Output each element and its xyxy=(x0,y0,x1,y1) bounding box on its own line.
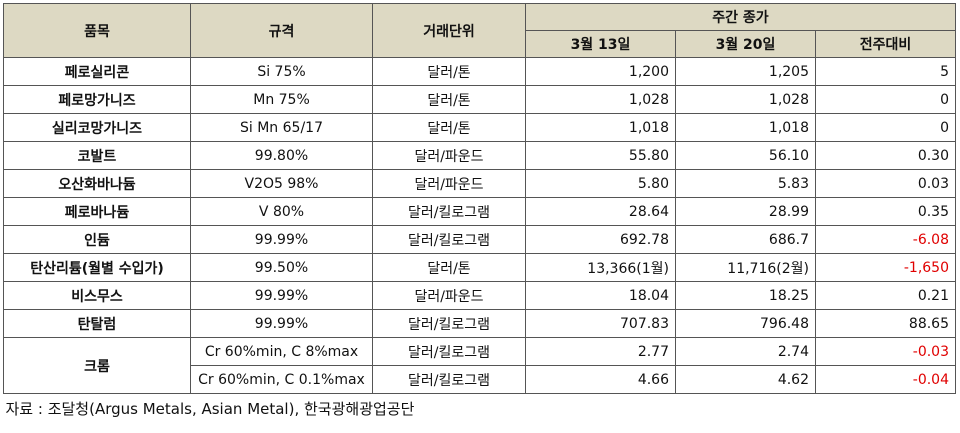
item-name: 실리코망가니즈 xyxy=(3,113,191,142)
price-date2: 18.25 xyxy=(675,281,816,310)
item-name: 탄탈럼 xyxy=(3,309,191,338)
price-date2: 2.74 xyxy=(675,337,816,366)
price-date2: 5.83 xyxy=(675,169,816,198)
price-date2: 11,716(2월) xyxy=(675,253,816,282)
price-date2: 1,205 xyxy=(675,57,816,86)
price-date1: 13,366(1월) xyxy=(525,253,676,282)
price-change: 0.30 xyxy=(815,141,956,170)
price-table: 품목 규격 거래단위 주간 종가 3월 13일 3월 20일 전주대비 페로실리… xyxy=(3,3,956,422)
item-unit: 달러/파운드 xyxy=(372,281,526,310)
item-spec: 99.99% xyxy=(190,309,373,338)
table-row: 페로망가니즈 Mn 75% 달러/톤 1,028 1,028 0 xyxy=(3,85,956,114)
item-unit: 달러/킬로그램 xyxy=(372,197,526,226)
item-spec: Si Mn 65/17 xyxy=(190,113,373,142)
item-name: 비스무스 xyxy=(3,281,191,310)
price-date1: 707.83 xyxy=(525,309,676,338)
item-unit: 달러/톤 xyxy=(372,85,526,114)
price-change: 0.03 xyxy=(815,169,956,198)
item-spec: Cr 60%min, C 8%max xyxy=(190,337,373,366)
table-row: 크롬 Cr 60%min, C 8%max 달러/킬로그램 2.77 2.74 -0.03 xyxy=(3,337,956,394)
item-unit: 달러/파운드 xyxy=(372,169,526,198)
price-date1: 55.80 xyxy=(525,141,676,170)
item-spec: Si 75% xyxy=(190,57,373,86)
price-date1: 692.78 xyxy=(525,225,676,254)
item-unit: 달러/톤 xyxy=(372,57,526,86)
item-unit: 달러/톤 xyxy=(372,253,526,282)
item-unit: 달러/킬로그램 xyxy=(372,225,526,254)
table-row: 오산화바나듐 V2O5 98% 달러/파운드 5.80 5.83 0.03 xyxy=(3,169,956,198)
item-spec: V2O5 98% xyxy=(190,169,373,198)
price-date1: 1,018 xyxy=(525,113,676,142)
header-item: 품목 xyxy=(3,3,191,58)
item-spec: Mn 75% xyxy=(190,85,373,114)
price-change: 0 xyxy=(815,85,956,114)
price-date2: 1,028 xyxy=(675,85,816,114)
header-weekly-close: 주간 종가 xyxy=(525,3,956,31)
table-row: 실리코망가니즈 Si Mn 65/17 달러/톤 1,018 1,018 0 xyxy=(3,113,956,142)
table-row: 탄탈럼 99.99% 달러/킬로그램 707.83 796.48 88.65 xyxy=(3,309,956,338)
item-spec: 99.99% xyxy=(190,281,373,310)
price-date1: 1,028 xyxy=(525,85,676,114)
price-change: 0.35 xyxy=(815,197,956,226)
price-date2: 1,018 xyxy=(675,113,816,142)
item-spec: V 80% xyxy=(190,197,373,226)
item-name: 페로실리콘 xyxy=(3,57,191,86)
table-row: Cr 60%min, C 0.1%max 달러/킬로그램 4.66 4.62 -0.04 xyxy=(4,365,956,394)
item-name: 오산화바나듐 xyxy=(3,169,191,198)
price-change: -1,650 xyxy=(815,253,956,282)
table-row: 인듐 99.99% 달러/킬로그램 692.78 686.7 -6.08 xyxy=(3,225,956,254)
header-unit: 거래단위 xyxy=(372,3,526,58)
price-change: 5 xyxy=(815,57,956,86)
table-row: 비스무스 99.99% 달러/파운드 18.04 18.25 0.21 xyxy=(3,281,956,310)
header-change: 전주대비 xyxy=(815,30,956,58)
item-unit: 달러/톤 xyxy=(372,113,526,142)
price-change: 0.21 xyxy=(815,281,956,310)
source-note: 자료 : 조달청(Argus Metals, Asian Metal), 한국광… xyxy=(3,393,956,422)
header-spec: 규격 xyxy=(190,3,373,58)
price-date1: 18.04 xyxy=(525,281,676,310)
item-unit: 달러/파운드 xyxy=(372,141,526,170)
price-change: -0.03 xyxy=(815,337,956,366)
item-unit: 달러/킬로그램 xyxy=(372,337,526,366)
item-name: 페로바나듐 xyxy=(3,197,191,226)
price-date2: 686.7 xyxy=(675,225,816,254)
item-name: 크롬 xyxy=(3,337,191,394)
item-name: 탄산리튬(월별 수입가) xyxy=(3,253,191,282)
item-spec: Cr 60%min, C 0.1%max xyxy=(190,365,373,394)
table-row: 코발트 99.80% 달러/파운드 55.80 56.10 0.30 xyxy=(3,141,956,170)
price-date2: 4.62 xyxy=(675,365,816,394)
price-change: 0 xyxy=(815,113,956,142)
price-date1: 1,200 xyxy=(525,57,676,86)
header-date2: 3월 20일 xyxy=(675,30,816,58)
item-spec: 99.50% xyxy=(190,253,373,282)
price-date1: 28.64 xyxy=(525,197,676,226)
price-date2: 28.99 xyxy=(675,197,816,226)
price-change: 88.65 xyxy=(815,309,956,338)
item-spec: 99.99% xyxy=(190,225,373,254)
item-name: 페로망가니즈 xyxy=(3,85,191,114)
price-date1: 4.66 xyxy=(525,365,676,394)
table-row: 탄산리튬(월별 수입가) 99.50% 달러/톤 13,366(1월) 11,716(2… xyxy=(3,253,956,282)
table-row: 페로바나듐 V 80% 달러/킬로그램 28.64 28.99 0.35 xyxy=(3,197,956,226)
table-row: 페로실리콘 Si 75% 달러/톤 1,200 1,205 5 xyxy=(3,57,956,86)
price-date2: 796.48 xyxy=(675,309,816,338)
item-unit: 달러/킬로그램 xyxy=(372,365,526,394)
header-date1: 3월 13일 xyxy=(525,30,676,58)
item-unit: 달러/킬로그램 xyxy=(372,309,526,338)
price-change: -6.08 xyxy=(815,225,956,254)
price-date1: 2.77 xyxy=(525,337,676,366)
price-date2: 56.10 xyxy=(675,141,816,170)
price-date1: 5.80 xyxy=(525,169,676,198)
item-spec: 99.80% xyxy=(190,141,373,170)
item-name: 코발트 xyxy=(3,141,191,170)
item-name: 인듐 xyxy=(3,225,191,254)
price-change: -0.04 xyxy=(815,365,956,394)
